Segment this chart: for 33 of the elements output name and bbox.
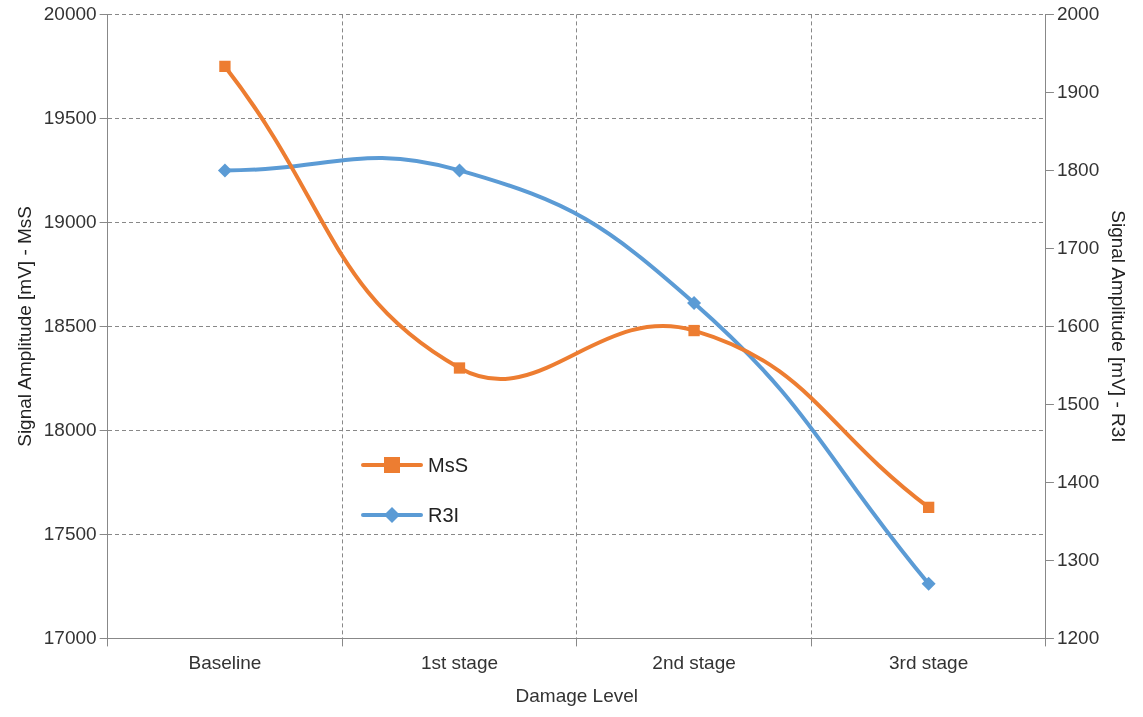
x-tick-label: 3rd stage	[889, 652, 969, 674]
y2-tick-label: 1400	[1056, 470, 1100, 492]
point	[922, 501, 935, 514]
y-tick-label: 19500	[43, 106, 97, 128]
point	[219, 60, 231, 73]
y-tick-label: 17500	[43, 522, 97, 544]
point	[921, 576, 936, 591]
x-axis-title: Damage Level	[515, 684, 639, 706]
x-tick-label: 1st stage	[420, 652, 499, 674]
y2-axis-title: Signal Amplitude [mV] - R3I	[1108, 210, 1130, 443]
y2-tick-label: 1900	[1056, 80, 1100, 102]
y2-tick-label: 1500	[1056, 392, 1100, 414]
point	[687, 296, 702, 310]
y-tick-label: 17000	[43, 626, 97, 648]
y2-tick-label: 1700	[1056, 236, 1100, 258]
point	[453, 362, 466, 374]
y-tick-label: 19000	[43, 210, 97, 232]
point	[452, 163, 467, 178]
y-axis-title: Signal Amplitude [mV] - MsS	[13, 206, 35, 447]
y2-tick-label: 2000	[1056, 2, 1100, 24]
y2-tick-label: 1300	[1056, 548, 1100, 570]
point	[217, 163, 232, 178]
y-tick-label: 18500	[43, 314, 97, 336]
point	[688, 324, 700, 337]
y2-tick-label: 1200	[1056, 626, 1100, 648]
legend-label: MsS	[428, 453, 468, 477]
x-tick-label: Baseline	[188, 652, 262, 674]
legend-label: R3I	[428, 503, 460, 527]
y2-tick-label: 1600	[1056, 314, 1100, 336]
y2-tick-label: 1800	[1056, 158, 1100, 180]
y-tick-label: 20000	[43, 2, 97, 24]
y-tick-label: 18000	[43, 418, 97, 440]
x-tick-label: 2nd stage	[652, 652, 736, 674]
